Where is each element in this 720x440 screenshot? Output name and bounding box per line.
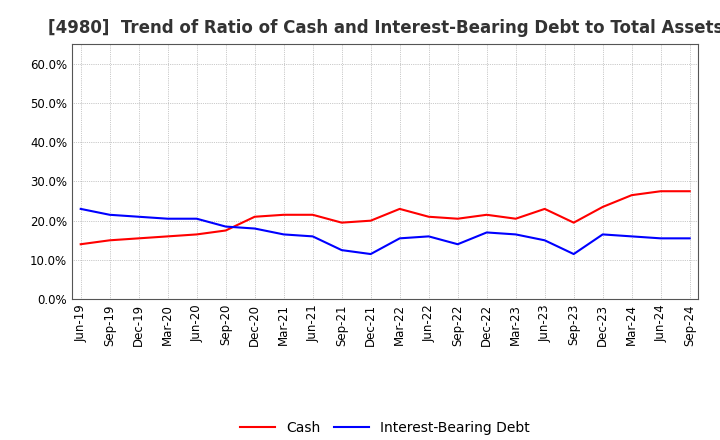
Cash [221,228,230,233]
Line: Cash: Cash [81,191,690,244]
Interest-Bearing Debt [541,238,549,243]
Cash [192,232,201,237]
Interest-Bearing Debt [105,212,114,217]
Interest-Bearing Debt [511,232,520,237]
Cash [279,212,288,217]
Interest-Bearing Debt [135,214,143,220]
Cash [308,212,317,217]
Cash [570,220,578,225]
Cash [338,220,346,225]
Interest-Bearing Debt [657,236,665,241]
Interest-Bearing Debt [192,216,201,221]
Cash [163,234,172,239]
Interest-Bearing Debt [338,247,346,253]
Interest-Bearing Debt [163,216,172,221]
Interest-Bearing Debt [482,230,491,235]
Interest-Bearing Debt [76,206,85,212]
Cash [685,189,694,194]
Cash [251,214,259,220]
Interest-Bearing Debt [598,232,607,237]
Line: Interest-Bearing Debt: Interest-Bearing Debt [81,209,690,254]
Cash [482,212,491,217]
Interest-Bearing Debt [454,242,462,247]
Cash [627,193,636,198]
Interest-Bearing Debt [308,234,317,239]
Interest-Bearing Debt [395,236,404,241]
Cash [424,214,433,220]
Interest-Bearing Debt [570,251,578,257]
Cash [76,242,85,247]
Interest-Bearing Debt [627,234,636,239]
Title: [4980]  Trend of Ratio of Cash and Interest-Bearing Debt to Total Assets: [4980] Trend of Ratio of Cash and Intere… [48,19,720,37]
Cash [454,216,462,221]
Interest-Bearing Debt [221,224,230,229]
Interest-Bearing Debt [279,232,288,237]
Cash [657,189,665,194]
Interest-Bearing Debt [424,234,433,239]
Cash [598,204,607,209]
Interest-Bearing Debt [366,251,375,257]
Legend: Cash, Interest-Bearing Debt: Cash, Interest-Bearing Debt [235,415,536,440]
Interest-Bearing Debt [685,236,694,241]
Cash [366,218,375,224]
Interest-Bearing Debt [251,226,259,231]
Cash [135,236,143,241]
Cash [511,216,520,221]
Cash [395,206,404,212]
Cash [105,238,114,243]
Cash [541,206,549,212]
